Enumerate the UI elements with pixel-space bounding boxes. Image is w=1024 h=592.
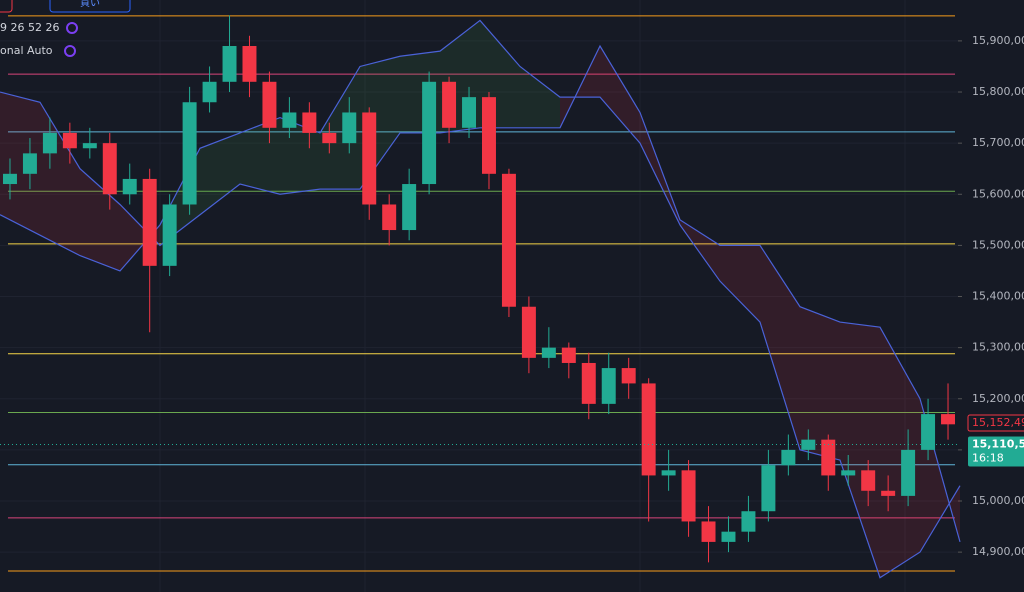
price-tag xyxy=(968,436,1024,467)
candle-body xyxy=(462,97,477,128)
candle-body xyxy=(721,531,736,542)
candle-body xyxy=(282,112,297,128)
y-tick-label: 15,900,000 xyxy=(972,34,1024,47)
candle-body xyxy=(242,46,257,82)
candle-body xyxy=(501,173,516,307)
candle-body xyxy=(202,81,217,103)
cloud-fill xyxy=(80,168,120,271)
candle-body xyxy=(901,449,916,496)
price-tag-label: 15,152,490 xyxy=(972,416,1024,429)
candle-body xyxy=(881,490,896,496)
price-tag xyxy=(967,414,1024,432)
candle-body xyxy=(442,81,457,128)
candle-body xyxy=(42,132,57,154)
y-tick-label: 15,700,000 xyxy=(972,136,1024,149)
indicator-params: 9 26 52 26 xyxy=(0,21,59,34)
candle-body xyxy=(561,347,576,363)
candle-body xyxy=(302,112,317,133)
buy-label: 買い xyxy=(80,0,100,9)
candle-body xyxy=(362,112,377,205)
cloud-fill xyxy=(880,327,920,578)
candle-body xyxy=(821,439,836,476)
cloud-line xyxy=(0,19,961,579)
candle-body xyxy=(541,347,556,358)
candle-body xyxy=(521,306,536,358)
candle-body xyxy=(222,46,237,82)
candle-body xyxy=(122,178,137,195)
candle-body xyxy=(102,143,117,195)
vertical-grid xyxy=(159,0,906,592)
candle-body xyxy=(681,470,696,522)
cloud-fill xyxy=(240,117,280,195)
y-tick-label: 15,800,000 xyxy=(972,85,1024,98)
y-tick-label: 15,500,000 xyxy=(972,238,1024,251)
y-tick-label: 15,300,000 xyxy=(972,341,1024,354)
candle-body xyxy=(581,362,596,404)
candle-body xyxy=(841,470,856,476)
cloud-fill xyxy=(0,92,40,236)
cloud-fill xyxy=(120,204,160,271)
cloud-fill xyxy=(280,117,320,195)
candle-body xyxy=(342,112,357,144)
candle-body xyxy=(422,81,437,185)
y-tick-label: 15,400,000 xyxy=(972,290,1024,303)
candle-body xyxy=(62,132,77,149)
cloud-fill xyxy=(320,66,360,190)
y-tick-label: 14,900,000 xyxy=(972,545,1024,558)
cloud-fill xyxy=(800,306,840,461)
candle-body xyxy=(182,102,197,205)
candle-body xyxy=(22,153,37,174)
cloud-line xyxy=(0,44,961,543)
cloud-fill xyxy=(720,245,760,323)
candle-body xyxy=(382,204,397,231)
candle-body xyxy=(82,143,97,149)
refresh-icon[interactable] xyxy=(64,45,76,57)
y-tick-label: 15,600,000 xyxy=(972,187,1024,200)
candle-body xyxy=(741,511,756,532)
refresh-icon[interactable] xyxy=(66,22,78,34)
candle-body xyxy=(621,368,636,384)
candle-body xyxy=(661,470,676,476)
cloud-fill xyxy=(760,245,800,450)
candle-body xyxy=(142,178,157,266)
cloud-fill xyxy=(520,66,560,128)
candle-body xyxy=(481,97,496,174)
candle-body xyxy=(941,414,956,425)
candle-body xyxy=(921,414,936,450)
candle-body xyxy=(2,173,17,185)
candle-body xyxy=(761,465,776,512)
cloud-fill xyxy=(680,219,720,282)
sell-button[interactable] xyxy=(0,0,13,13)
price-tag-timer: 16:18 xyxy=(972,451,1004,464)
cloud-fill xyxy=(600,46,640,144)
price-tag-label: 15,110,590 xyxy=(972,437,1024,450)
candle-body xyxy=(641,383,656,476)
candle-body xyxy=(781,449,796,466)
cloud-fill xyxy=(200,132,240,215)
candle-body xyxy=(162,204,177,266)
y-tick-label: 15,000,000 xyxy=(972,494,1024,507)
indicator-mode: onal Auto xyxy=(0,44,53,57)
candle-body xyxy=(861,470,876,491)
candle-body xyxy=(322,132,337,144)
candle-body xyxy=(402,184,417,231)
buy-button[interactable] xyxy=(49,0,131,13)
y-tick-label: 15,200,000 xyxy=(972,392,1024,405)
candle-body xyxy=(262,81,277,128)
cloud-fill xyxy=(840,322,880,578)
candle-body xyxy=(601,368,616,404)
candle-body xyxy=(701,521,716,542)
